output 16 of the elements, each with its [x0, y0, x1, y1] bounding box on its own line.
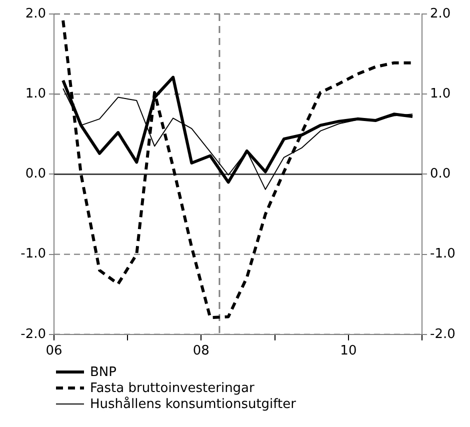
y-tick-label: 1.0: [25, 86, 46, 102]
x-tick-label: 10: [340, 344, 357, 359]
y2-tick-label: 1.0: [430, 86, 451, 102]
y2-tick-label: -2.0: [430, 326, 456, 342]
y-tick-label: -1.0: [20, 246, 46, 262]
legend-label: Hushållens konsumtionsutgifter: [90, 396, 296, 412]
legend-label: Fasta bruttoinvesteringar: [90, 380, 254, 396]
y-tick-label: 2.0: [25, 6, 46, 22]
legend-label: BNP: [90, 364, 116, 380]
y2-tick-label: -1.0: [430, 246, 456, 262]
y2-tick-label: 0.0: [430, 166, 451, 182]
y2-tick-label: 2.0: [430, 6, 451, 22]
y-tick-label: -2.0: [20, 326, 46, 342]
x-tick-label: 06: [46, 344, 62, 359]
x-tick-label: 08: [192, 344, 210, 359]
y-tick-label: 0.0: [25, 166, 46, 182]
